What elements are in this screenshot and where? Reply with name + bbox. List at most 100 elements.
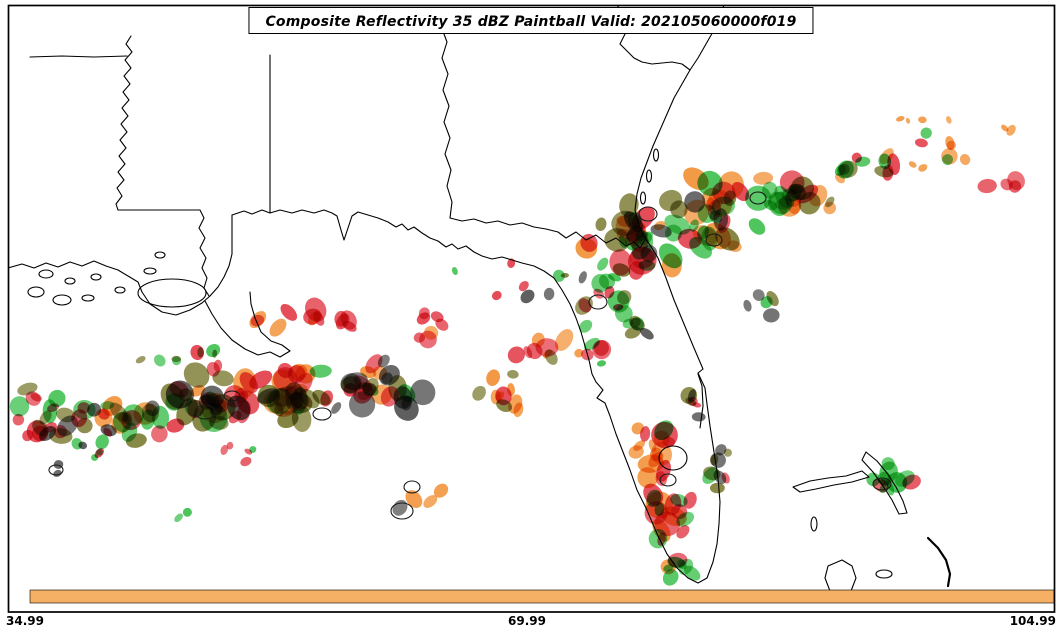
- paintball-blob: [629, 317, 645, 331]
- paintball-blob: [702, 467, 719, 484]
- paintball-blob: [526, 342, 543, 360]
- paintball-blob: [902, 474, 921, 490]
- map-title-box: Composite Reflectivity 35 dBZ Paintball …: [248, 7, 814, 34]
- paintball-blob: [435, 318, 449, 331]
- paintball-blob: [631, 422, 644, 435]
- paintball-blob: [212, 349, 218, 358]
- paintball-blob: [291, 405, 312, 432]
- paintball-blob: [552, 269, 565, 282]
- paintball-blob: [91, 454, 99, 461]
- paintball-blob: [595, 217, 607, 232]
- small-lake: [64, 277, 76, 285]
- paintball-blob: [905, 117, 911, 124]
- paintball-blob: [763, 308, 780, 323]
- paintball-blob: [762, 181, 778, 199]
- paintball-blob: [486, 369, 500, 386]
- mississippi-river: [115, 35, 133, 211]
- paintball-blob: [12, 413, 25, 426]
- paintball-blob: [677, 559, 687, 570]
- paintball-blob: [543, 349, 552, 359]
- paintball-blob: [240, 457, 252, 467]
- paintball-outline-blob: [705, 233, 723, 247]
- paintball-blob: [580, 233, 598, 252]
- paintball-blob: [683, 491, 697, 509]
- paintball-blob: [118, 411, 132, 425]
- paintball-blob: [416, 312, 431, 325]
- paintball-blobs: [9, 116, 1025, 586]
- paintball-blob: [908, 161, 917, 168]
- paintball-blob: [410, 379, 436, 406]
- paintball-blob: [592, 339, 612, 360]
- paintball-blob: [659, 189, 683, 212]
- x-tick-center: 69.99: [508, 614, 546, 628]
- small-lake: [154, 251, 166, 259]
- paintball-blob: [656, 459, 671, 482]
- barrier-island: [645, 169, 653, 183]
- paintball-blob: [172, 356, 182, 366]
- island-grand-bahama: [792, 470, 870, 493]
- paintball-blob: [710, 452, 726, 468]
- paintball-blob: [683, 167, 709, 190]
- paintball-blob: [71, 438, 83, 450]
- paintball-blob: [208, 415, 229, 430]
- x-tick-right: 104.99: [1009, 614, 1056, 628]
- paintball-blob: [648, 529, 668, 549]
- paintball-blob: [887, 153, 901, 176]
- paintball-blob: [507, 369, 519, 379]
- paintball-blob: [774, 197, 795, 210]
- paintball-blob: [543, 287, 555, 301]
- paintball-blob: [608, 273, 622, 282]
- paintball-blob: [182, 507, 192, 517]
- paintball-blob: [914, 138, 928, 148]
- paintball-blob: [680, 386, 698, 404]
- paintball-blob: [628, 221, 646, 233]
- paintball-blob: [220, 444, 229, 455]
- paintball-blob: [135, 356, 146, 364]
- paintball-outline-blob: [403, 480, 421, 494]
- paintball-blob: [638, 260, 656, 271]
- paintball-blob: [22, 429, 34, 442]
- island-new-providence: [875, 569, 893, 579]
- paintball-blob: [226, 441, 234, 450]
- paintball-blob: [752, 289, 765, 302]
- paintball-blob: [39, 410, 52, 425]
- paintball-blob: [743, 299, 752, 312]
- paintball-blob: [578, 298, 592, 313]
- paintball-blob: [518, 280, 529, 292]
- small-lake: [81, 294, 95, 302]
- paintball-blob: [273, 367, 298, 392]
- paintball-blob: [684, 565, 701, 581]
- paintball-blob: [718, 171, 744, 199]
- paintball-blob: [490, 389, 501, 405]
- paintball-blob: [721, 472, 730, 484]
- paintball-blob: [94, 408, 113, 428]
- paintball-blob: [629, 230, 649, 253]
- paintball-blob: [451, 267, 458, 275]
- paintball-blob: [753, 171, 774, 185]
- map-content: [9, 6, 1054, 604]
- paintball-blob: [619, 193, 639, 217]
- paintball-blob: [174, 513, 183, 523]
- small-lake: [52, 294, 72, 306]
- paintball-blob: [145, 400, 160, 417]
- paintball-outline-blob: [390, 502, 414, 520]
- paintball-blob: [617, 290, 632, 305]
- paintball-blob: [748, 218, 766, 235]
- paintball-blob: [249, 311, 267, 329]
- paintball-blob: [71, 409, 88, 428]
- paintball-outline-blob: [312, 407, 332, 421]
- lake-pontchartrain: [137, 278, 207, 308]
- paintball-blob: [513, 402, 524, 418]
- paintball-blob: [340, 310, 357, 330]
- border-top-left: [29, 55, 128, 58]
- paintball-blob: [95, 449, 103, 456]
- small-lake: [143, 267, 157, 275]
- paintball-blob: [48, 389, 66, 408]
- paintball-blob: [684, 199, 709, 226]
- paintball-outline-blob: [223, 390, 241, 402]
- barrier-island: [639, 191, 647, 205]
- paintball-blob: [977, 178, 997, 194]
- paintball-blob: [554, 329, 574, 351]
- border-al-ga: [440, 9, 453, 219]
